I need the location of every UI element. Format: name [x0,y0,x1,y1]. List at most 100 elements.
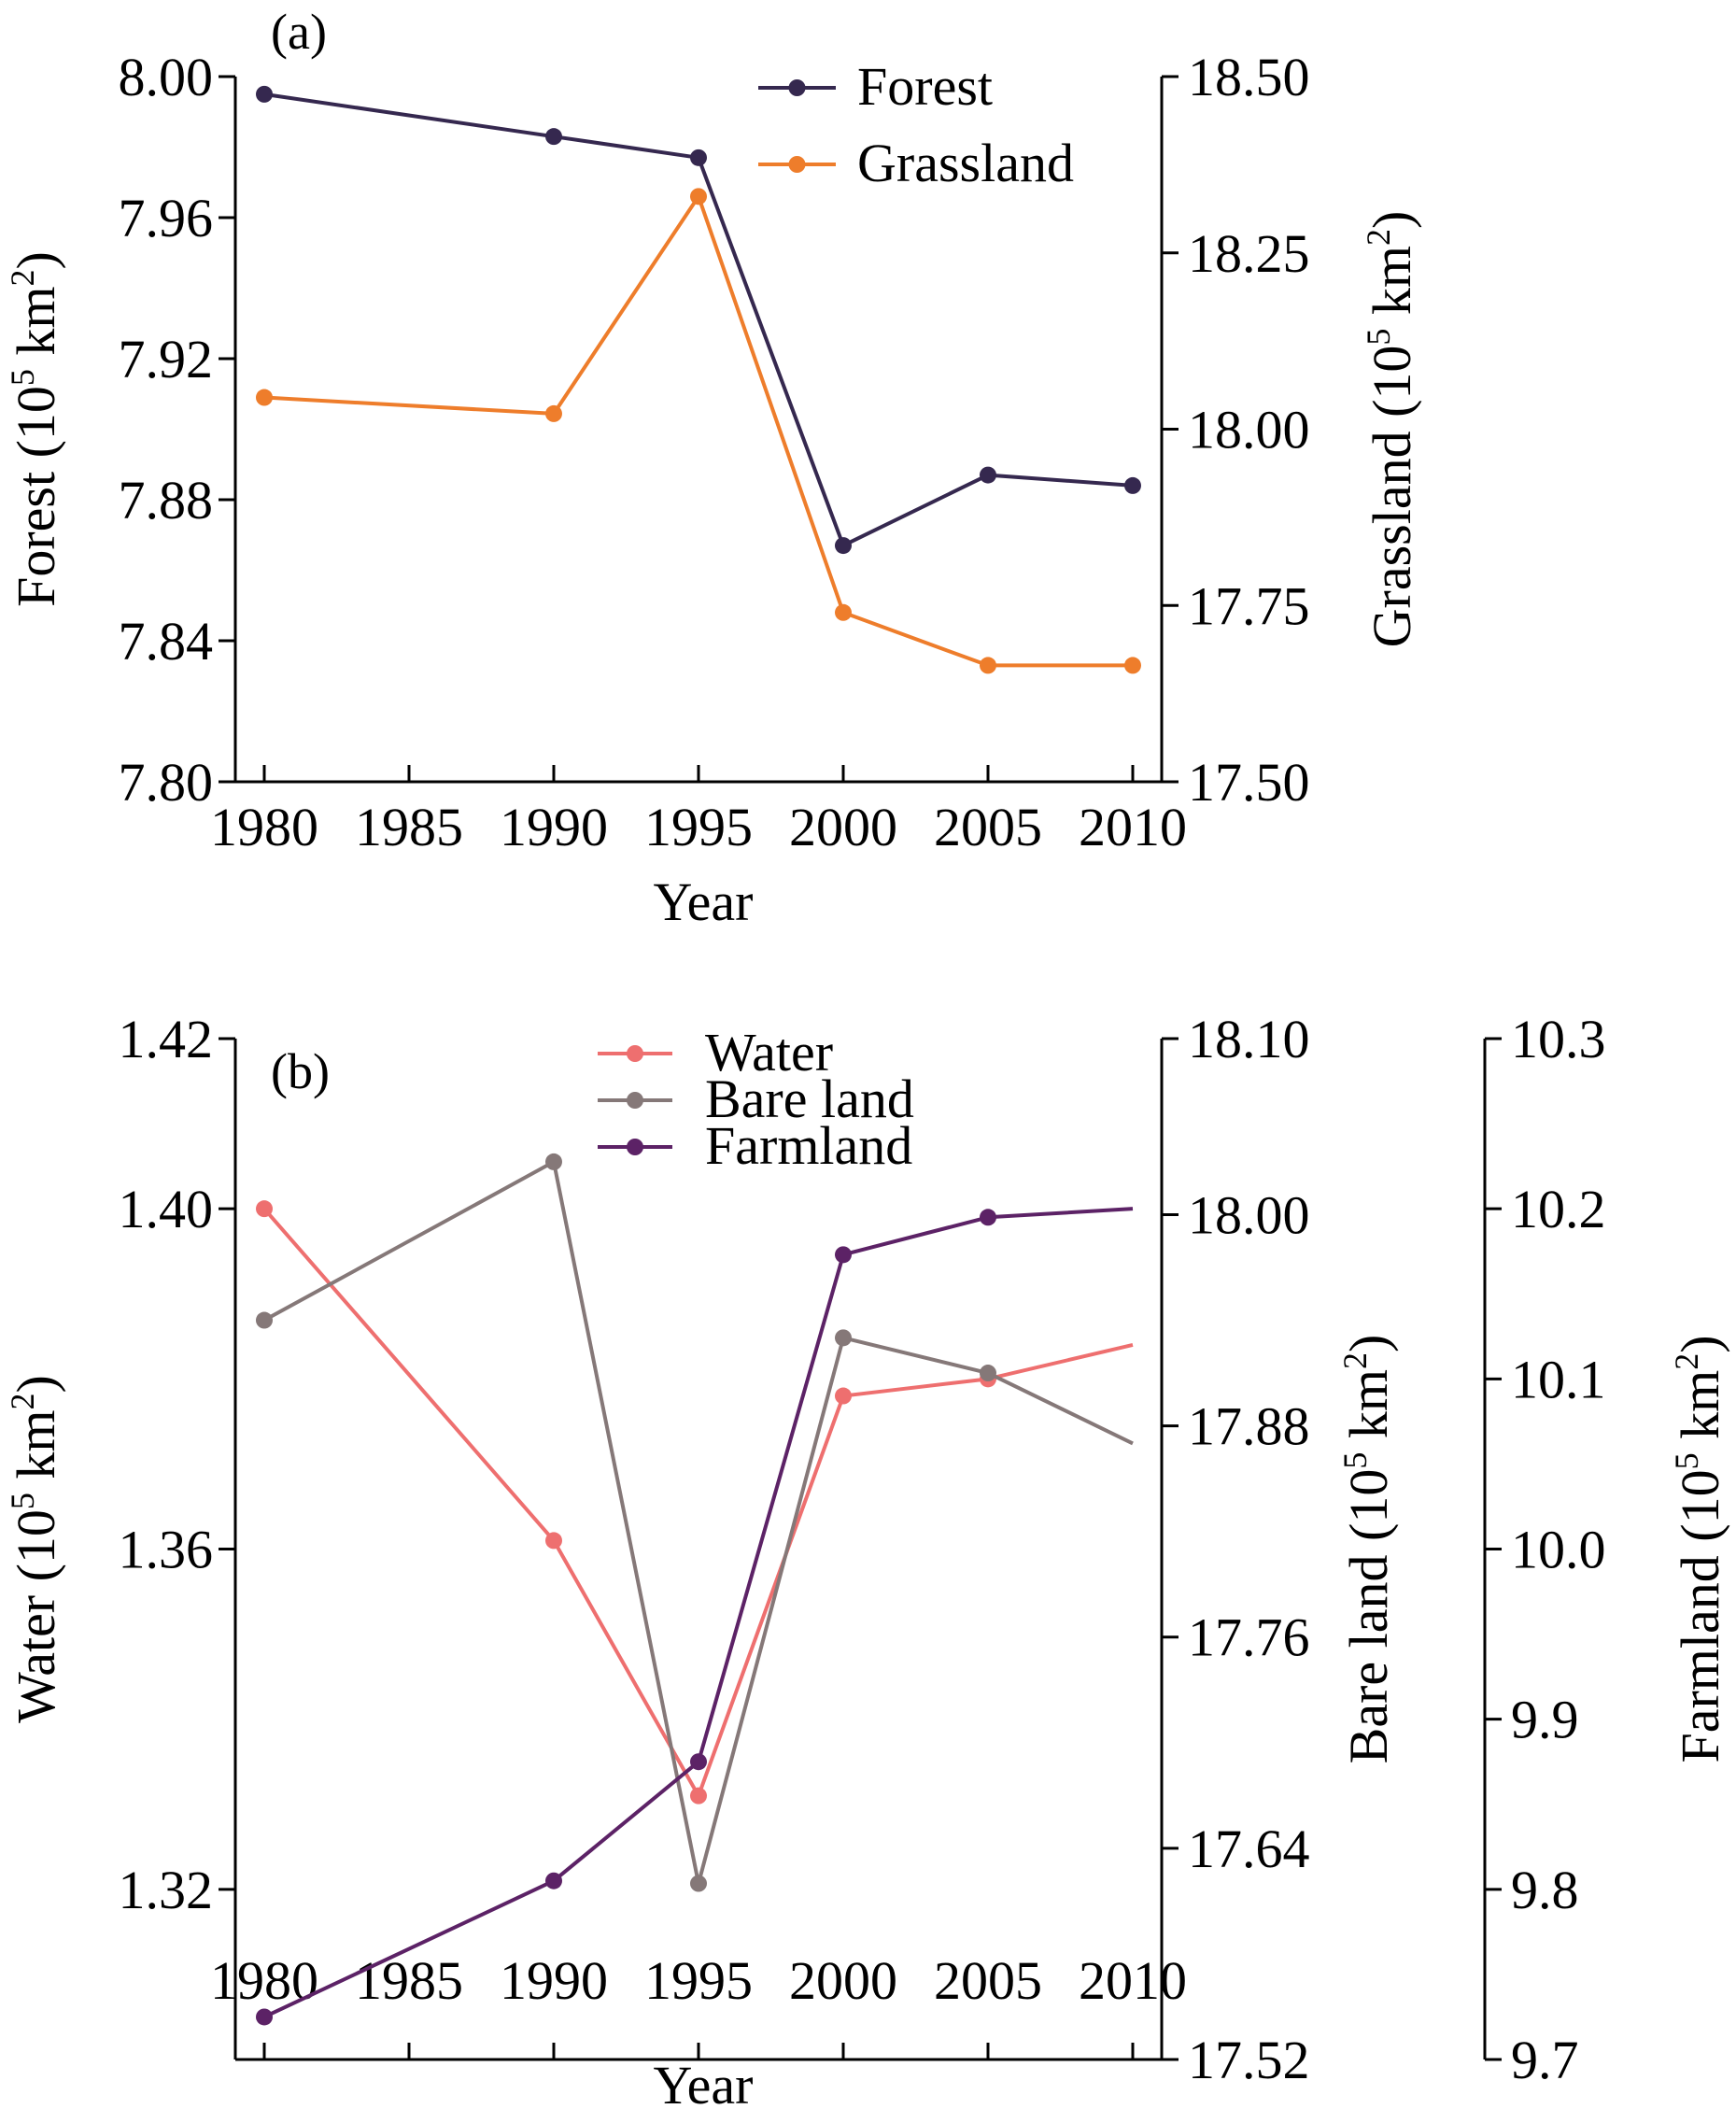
bareland-tick-label: 18.00 [1188,1184,1310,1245]
bareland-tick-label: 17.88 [1188,1396,1310,1457]
forest-tick-label: 7.88 [119,470,214,531]
panel-b: (b) 1980 1985 1990 1995 2000 2005 2010 Year 1.32 1… [4,1009,1730,2116]
x-tick-label: 1995 [644,1950,753,2011]
data-point-water [835,1387,852,1405]
bareland-title-part: 2 [1336,1352,1374,1369]
panel-a: (a) 1980 1985 1990 1995 2000 2005 2010 Year 7.80 7… [4,4,1422,932]
x-axis-title: Year [654,2055,754,2116]
farmland-tick-label: 10.0 [1511,1520,1606,1580]
data-point-farmland [256,2008,273,2026]
x-tick-label: 1985 [355,1950,463,2011]
grassland-title-part: ) [1362,211,1422,229]
data-point-farmland [835,1246,852,1264]
water-tick-label: 1.32 [119,1860,214,1920]
forest-title-part: 2 [4,269,41,286]
x-tick-label: 1995 [644,797,753,857]
legend-marker [627,1092,643,1109]
legend-label: Bare land [705,1069,914,1129]
water-title-part: Water (10 [6,1509,66,1723]
x-tick-label: 2000 [789,797,897,857]
grassland-title-part: km [1362,246,1422,329]
farmland-tick-label: 10.3 [1511,1009,1606,1069]
water-axis-title: Water (105 km2) [4,1375,66,1723]
farmland-tick-label: 9.8 [1511,1860,1579,1920]
data-point-grassland [1124,657,1141,674]
bareland-title-part: 5 [1336,1452,1374,1469]
farmland-title-part: 2 [1668,1353,1705,1370]
x-tick-label: 2000 [789,1950,897,2011]
water-title-part: ) [6,1375,66,1393]
water-title-part: 2 [4,1393,41,1409]
x-tick-label: 1990 [500,797,608,857]
x-tick-label: 1985 [355,797,463,857]
legend-label: Forest [857,56,993,117]
legend-marker [788,156,806,173]
data-point-forest [545,128,562,146]
bareland-tick-label: 17.64 [1188,1819,1310,1879]
series-line-farmland [263,1207,1134,2019]
series-line-forest [263,92,1134,548]
grassland-title-part: 5 [1360,329,1397,346]
grassland-tick-label: 18.50 [1188,47,1310,107]
grassland-title-part: Grassland (10 [1362,346,1422,648]
data-point-forest [1124,476,1141,494]
forest-title-part: 5 [4,369,41,386]
water-tick-label: 1.40 [119,1179,214,1239]
farmland-title-part: km [1670,1370,1730,1453]
farmland-tick-label: 10.2 [1511,1179,1606,1239]
forest-tick-label: 7.80 [119,752,214,813]
water-title-part: 5 [4,1493,41,1509]
series-line-bare-land [263,1159,1134,1886]
water-tick-label: 1.36 [119,1520,214,1580]
legend-marker [788,79,806,96]
data-point-bare-land [256,1311,273,1329]
forest-title-part: ) [6,251,66,269]
data-point-water [545,1532,562,1550]
bareland-title-part: km [1338,1369,1399,1452]
bareland-tick-label: 17.76 [1188,1607,1310,1668]
data-point-farmland [980,1209,996,1226]
forest-tick-label: 7.96 [119,188,214,248]
data-point-bare-land [545,1153,562,1170]
grassland-axis-title: Grassland (105 km2) [1360,211,1422,648]
legend-marker [627,1139,643,1155]
farmland-title-part: ) [1670,1335,1730,1352]
data-point-bare-land [690,1875,707,1892]
bareland-title-part: Bare land (10 [1338,1469,1399,1764]
forest-title-part: Forest (10 [6,386,66,607]
farmland-title-part: 5 [1668,1452,1705,1469]
bareland-tick-label: 18.10 [1188,1009,1310,1069]
x-tick-label: 2010 [1079,1950,1187,2011]
data-point-grassland [545,404,562,422]
forest-tick-label: 8.00 [119,47,214,107]
forest-tick-label: 7.84 [119,611,214,672]
data-point-grassland [256,389,273,406]
data-point-grassland [690,188,707,205]
bareland-tick-label: 17.52 [1188,2030,1310,2090]
grassland-tick-label: 18.00 [1188,400,1310,460]
x-axis-title: Year [654,871,754,932]
legend-marker [627,1045,643,1062]
grassland-title-part: 2 [1360,229,1397,246]
data-point-grassland [835,603,852,621]
grassland-tick-label: 18.25 [1188,223,1310,284]
x-tick-label: 2005 [934,797,1042,857]
farmland-tick-label: 9.9 [1511,1690,1579,1750]
data-point-bare-land [980,1365,996,1382]
x-tick-label: 1980 [210,797,318,857]
data-point-grassland [980,657,996,674]
x-tick-label: 2005 [934,1950,1042,2011]
legend-label: Water [705,1022,833,1083]
grassland-tick-label: 17.75 [1188,575,1310,636]
data-point-farmland [690,1753,707,1771]
x-tick-label: 1990 [500,1950,608,2011]
data-point-forest [835,537,852,555]
water-title-part: km [6,1409,66,1493]
forest-axis-title: Forest (105 km2) [4,251,66,607]
data-point-forest [980,466,996,484]
farmland-axis-title: Farmland (105 km2) [1668,1335,1730,1762]
legend-label: Grassland [857,133,1074,193]
data-point-water [690,1787,707,1805]
x-tick-label: 2010 [1079,797,1187,857]
